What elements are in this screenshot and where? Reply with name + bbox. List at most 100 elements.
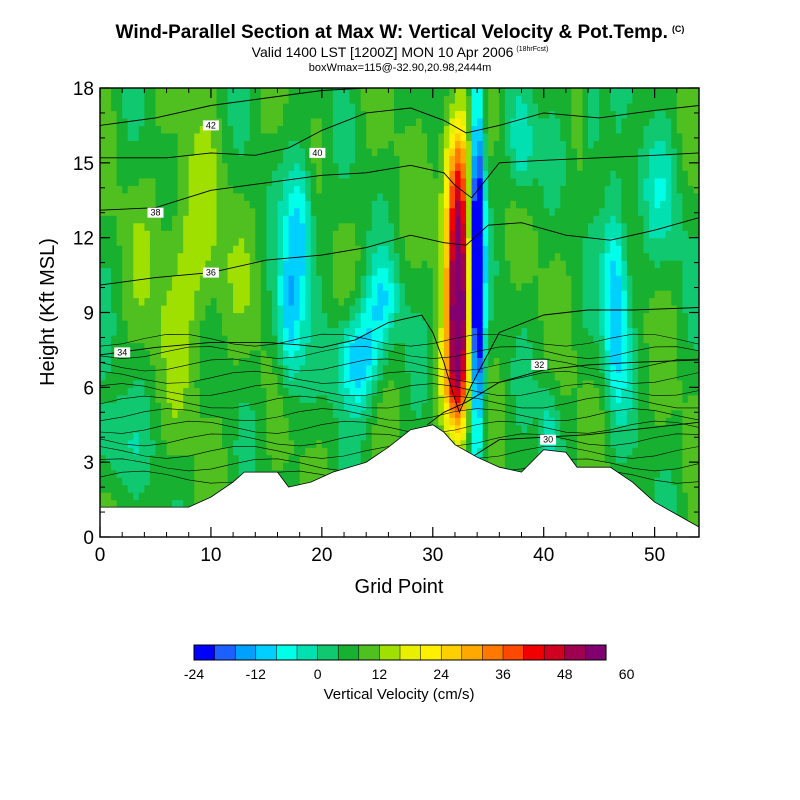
velocity-cell [277, 297, 284, 306]
velocity-cell [371, 237, 378, 246]
velocity-cell [488, 147, 495, 156]
velocity-cell [177, 402, 184, 411]
velocity-cell [255, 177, 262, 186]
velocity-cell [432, 417, 439, 426]
velocity-cell [482, 387, 489, 396]
velocity-cell [427, 117, 434, 126]
velocity-cell [377, 275, 384, 284]
velocity-cell [266, 364, 273, 373]
velocity-cell [144, 379, 151, 388]
velocity-cell [199, 394, 206, 403]
velocity-cell [266, 327, 273, 336]
chart-title: Wind-Parallel Section at Max W: Vertical… [0, 22, 800, 44]
velocity-cell [449, 320, 456, 329]
velocity-cell [382, 312, 389, 321]
velocity-cell [344, 364, 351, 373]
velocity-cell [199, 88, 206, 97]
velocity-cell [482, 207, 489, 216]
velocity-cell [105, 132, 112, 141]
velocity-cell [105, 447, 112, 456]
velocity-cell [399, 282, 406, 291]
velocity-cell [355, 432, 362, 441]
velocity-cell [504, 230, 511, 239]
velocity-cell [127, 447, 134, 456]
velocity-cell [299, 402, 306, 411]
velocity-cell [172, 237, 179, 246]
velocity-cell [427, 200, 434, 209]
velocity-cell [144, 185, 151, 194]
velocity-cell [554, 162, 561, 171]
velocity-cell [482, 424, 489, 433]
velocity-cell [360, 110, 367, 119]
velocity-cell [316, 252, 323, 261]
velocity-cell [260, 222, 267, 231]
velocity-cell [471, 230, 478, 239]
velocity-cell [244, 140, 251, 149]
velocity-cell [538, 349, 545, 358]
velocity-cell [266, 342, 273, 351]
velocity-cell [149, 290, 156, 299]
velocity-cell [510, 349, 517, 358]
velocity-cell [166, 387, 173, 396]
velocity-cell [532, 252, 539, 261]
velocity-cell [277, 185, 284, 194]
velocity-cell [394, 342, 401, 351]
velocity-cell [233, 103, 240, 112]
velocity-cell [455, 394, 462, 403]
velocity-cell [283, 185, 290, 194]
velocity-cell [127, 357, 134, 366]
velocity-cell [504, 454, 511, 463]
velocity-cell [416, 409, 423, 418]
velocity-cell [521, 230, 528, 239]
velocity-cell [194, 492, 201, 501]
velocity-cell [388, 200, 395, 209]
velocity-cell [332, 207, 339, 216]
velocity-cell [310, 170, 317, 179]
velocity-cell [155, 260, 162, 269]
velocity-cell [188, 305, 195, 314]
velocity-cell [299, 207, 306, 216]
velocity-cell [238, 282, 245, 291]
velocity-cell [521, 439, 528, 448]
velocity-cell [466, 110, 473, 119]
velocity-cell [449, 207, 456, 216]
velocity-cell [360, 372, 367, 381]
velocity-cell [471, 103, 478, 112]
velocity-cell [166, 312, 173, 321]
velocity-cell [388, 103, 395, 112]
velocity-cell [421, 140, 428, 149]
velocity-cell [521, 215, 528, 224]
velocity-cell [355, 282, 362, 291]
velocity-cell [405, 245, 412, 254]
velocity-cell [344, 439, 351, 448]
velocity-cell [421, 305, 428, 314]
velocity-cell [493, 312, 500, 321]
velocity-cell [388, 245, 395, 254]
velocity-cell [449, 185, 456, 194]
velocity-cell [332, 349, 339, 358]
velocity-cell [216, 252, 223, 261]
velocity-cell [144, 327, 151, 336]
velocity-cell [338, 117, 345, 126]
velocity-cell [188, 177, 195, 186]
velocity-cell [249, 335, 256, 344]
velocity-cell [277, 320, 284, 329]
velocity-cell [427, 140, 434, 149]
velocity-cell [161, 275, 168, 284]
velocity-cell [155, 372, 162, 381]
velocity-cell [516, 335, 523, 344]
velocity-cell [299, 155, 306, 164]
velocity-cell [477, 185, 484, 194]
velocity-cell [138, 162, 145, 171]
velocity-cell [510, 222, 517, 231]
velocity-cell [382, 260, 389, 269]
velocity-cell [277, 252, 284, 261]
velocity-cell [238, 462, 245, 471]
velocity-cell [327, 275, 334, 284]
velocity-cell [516, 110, 523, 119]
velocity-cell [127, 245, 134, 254]
velocity-cell [271, 170, 278, 179]
velocity-cell [471, 260, 478, 269]
velocity-cell [527, 372, 534, 381]
velocity-cell [443, 95, 450, 104]
